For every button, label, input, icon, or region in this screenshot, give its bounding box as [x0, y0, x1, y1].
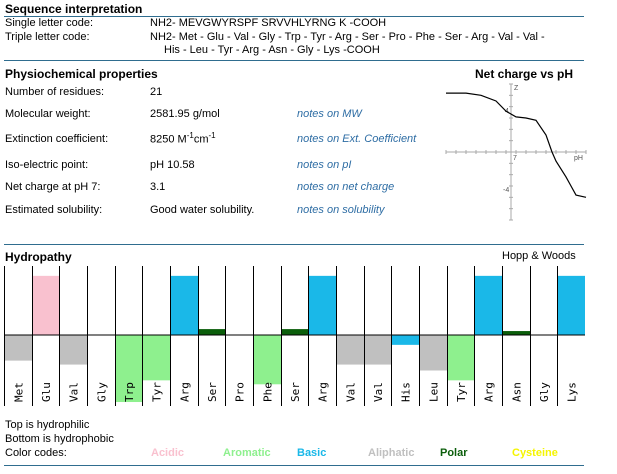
divider — [4, 16, 584, 17]
hydropathy-bar-glu — [33, 275, 59, 335]
hydropathy-bar-ser — [199, 329, 225, 335]
divider — [4, 60, 584, 61]
residues-label: Number of residues: — [5, 86, 105, 98]
residues-value: 21 — [150, 86, 163, 98]
residue-label: His — [400, 382, 413, 402]
solubility-label: Estimated solubility: — [5, 204, 103, 216]
legend-aromatic: Aromatic — [223, 447, 271, 459]
ext-coef-sup2: -1 — [208, 131, 216, 140]
ext-coef-notes-link[interactable]: notes on Ext. Coefficient — [297, 133, 417, 145]
top-note: Top is hydrophilic — [5, 419, 90, 431]
residue-label: Arg — [483, 382, 496, 402]
legend-acidic: Acidic — [151, 447, 185, 459]
triple-letter-value-2: His - Leu - Tyr - Arg - Asn - Gly - Lys … — [164, 44, 380, 56]
pi-label: Iso-electric point: — [5, 159, 89, 171]
residue-label: Ser — [206, 382, 219, 402]
hydropathy-bar-val — [337, 335, 364, 365]
color-codes-label: Color codes: — [5, 447, 67, 459]
divider — [4, 465, 584, 466]
z-axis-label: Z — [514, 85, 519, 92]
ph-axis-label: pH — [574, 155, 583, 162]
ext-coef-label: Extinction coefficient: — [5, 133, 109, 145]
hydropathy-bar-leu — [420, 335, 447, 371]
mw-value: 2581.95 g/mol — [150, 108, 220, 120]
bottom-note: Bottom is hydrophobic — [5, 433, 114, 445]
net-charge-axes — [445, 83, 587, 221]
pi-value: pH 10.58 — [150, 159, 195, 171]
hydropathy-bar-lys — [558, 275, 585, 335]
net-charge-label: Net charge at pH 7: — [5, 181, 101, 193]
legend-aliphatic: Aliphatic — [368, 447, 415, 459]
solubility-notes-link[interactable]: notes on solubility — [297, 204, 385, 216]
residue-label: Pro — [234, 382, 247, 402]
residue-label: Gly — [538, 382, 551, 402]
hydropathy-bar-asn — [503, 331, 530, 335]
legend-polar: Polar — [440, 447, 468, 459]
net-charge-notes-link[interactable]: notes on net charge — [297, 181, 395, 193]
hydropathy-bar-val — [60, 335, 87, 365]
hydropathy-bar-ser — [282, 329, 308, 335]
residue-label: Asn — [511, 382, 524, 402]
net-charge-title: Net charge vs pH — [475, 67, 574, 81]
residue-label: Arg — [317, 382, 330, 402]
solubility-value: Good water solubility. — [150, 204, 255, 216]
net-charge-chart: Z pH 4 -4 7 — [445, 83, 587, 221]
residue-label: Phe — [262, 382, 275, 402]
z-tick-neg4: -4 — [503, 187, 509, 194]
ph-tick-7: 7 — [513, 155, 517, 162]
pi-notes-link[interactable]: notes on pI — [297, 159, 352, 171]
residue-label: Met — [13, 382, 26, 402]
residue-label: Ser — [289, 382, 302, 402]
residue-label: Glu — [40, 382, 53, 402]
ext-coef-number: 8250 M — [150, 133, 187, 146]
ext-coef-value: 8250 M-1cm-1 — [150, 131, 216, 146]
hydropathy-scale: Hopp & Woods — [502, 250, 576, 262]
residue-label: Val — [68, 382, 81, 402]
residue-label: Val — [345, 382, 358, 402]
ext-coef-unit: cm — [193, 133, 209, 146]
single-letter-label: Single letter code: — [5, 17, 94, 29]
hydropathy-bar-tyr — [143, 335, 170, 381]
net-charge-value: 3.1 — [150, 181, 166, 193]
triple-letter-label: Triple letter code: — [5, 31, 90, 43]
hydropathy-bar-phe — [254, 335, 281, 385]
hydropathy-bar-val — [365, 335, 391, 365]
residue-label: Val — [372, 382, 385, 402]
hydropathy-bar-trp — [116, 335, 142, 403]
ext-coef-sup1: -1 — [186, 131, 194, 140]
hydropathy-bar-tyr — [448, 335, 474, 381]
hydropathy-bar-met — [5, 335, 32, 361]
residue-label: Arg — [179, 382, 192, 402]
net-charge-curve — [446, 92, 587, 198]
legend-basic: Basic — [297, 447, 327, 459]
hydropathy-title: Hydropathy — [5, 250, 72, 264]
sequence-title: Sequence interpretation — [5, 2, 143, 16]
hydropathy-chart: Met Glu Val Gly Trp Tyr Arg Ser Pro Phe Ser Arg Val V… — [4, 266, 585, 406]
residue-label: Leu — [428, 382, 441, 402]
mw-label: Molecular weight: — [5, 108, 91, 120]
divider — [4, 244, 584, 245]
legend-cysteine: Cysteine — [512, 447, 558, 459]
single-letter-value: NH2- MEVGWYRSPF SRVVHLYRNG K -COOH — [150, 17, 387, 29]
triple-letter-value-1: NH2- Met - Glu - Val - Gly - Trp - Tyr -… — [150, 31, 545, 43]
residue-label: Lys — [566, 382, 579, 402]
residue-label: Trp — [123, 382, 136, 402]
properties-title: Physiochemical properties — [5, 67, 158, 81]
hydropathy-bar-arg — [475, 275, 502, 335]
hydropathy-bar-arg — [309, 275, 336, 335]
mw-notes-link[interactable]: notes on MW — [297, 108, 362, 120]
residue-label: Gly — [96, 382, 109, 402]
residue-label: Tyr — [455, 382, 468, 402]
hydropathy-bar-arg — [171, 275, 198, 335]
residue-label: Tyr — [151, 382, 164, 402]
hydropathy-bar-his — [392, 335, 419, 345]
